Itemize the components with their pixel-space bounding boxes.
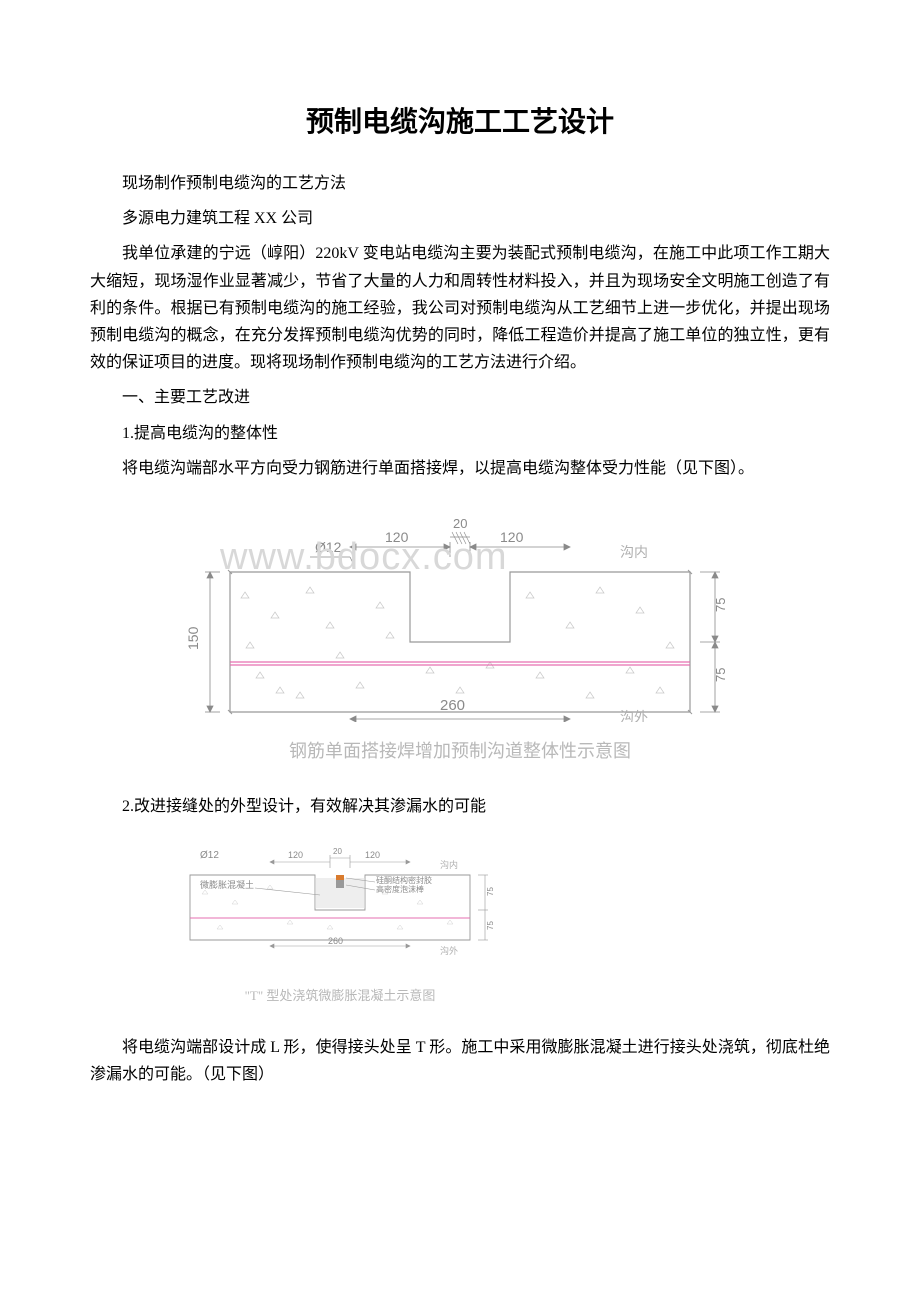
svg-text:120: 120 [288, 850, 303, 860]
svg-text:沟内: 沟内 [440, 859, 458, 870]
svg-text:沟内: 沟内 [620, 544, 648, 560]
diagram-2: Ø12 120 20 120 沟内 沟外 75 75 260 微膨胀混凝土 硅酮… [160, 840, 520, 965]
svg-text:高密度泡沫棒: 高密度泡沫棒 [376, 884, 424, 894]
svg-text:Ø12: Ø12 [200, 850, 219, 861]
svg-text:沟外: 沟外 [620, 709, 648, 722]
item-1-desc: 将电缆沟端部水平方向受力钢筋进行单面搭接焊，以提高电缆沟整体受力性能（见下图）。 [90, 455, 830, 482]
page-title: 预制电缆沟施工工艺设计 [90, 100, 830, 140]
svg-text:Ø12: Ø12 [315, 539, 342, 555]
item-2-heading: 2.改进接缝处的外型设计，有效解决其渗漏水的可能 [90, 793, 830, 820]
svg-text:120: 120 [500, 529, 524, 545]
svg-text:硅酮结构密封胶: 硅酮结构密封胶 [376, 875, 432, 885]
diagram-2-caption: "T" 型处浇筑微膨胀混凝土示意图 [160, 985, 520, 1004]
svg-text:75: 75 [713, 597, 728, 611]
svg-text:120: 120 [385, 529, 409, 545]
svg-text:150: 150 [185, 626, 201, 650]
svg-text:75: 75 [486, 921, 495, 930]
item-2-desc: 将电缆沟端部设计成 L 形，使得接头处呈 T 形。施工中采用微膨胀混凝土进行接头… [90, 1034, 830, 1088]
svg-text:沟外: 沟外 [440, 945, 458, 956]
svg-text:75: 75 [486, 887, 495, 896]
intro-paragraph: 我单位承建的宁远（崞阳）220kV 变电站电缆沟主要为装配式预制电缆沟，在施工中… [90, 240, 830, 376]
section-heading-1: 一、主要工艺改进 [90, 384, 830, 411]
subtitle-2: 多源电力建筑工程 XX 公司 [90, 205, 830, 232]
diagram-1-caption: 钢筋单面搭接焊增加预制沟道整体性示意图 [90, 737, 830, 763]
svg-text:微膨胀混凝土: 微膨胀混凝土 [200, 879, 254, 890]
svg-text:260: 260 [440, 697, 465, 714]
svg-text:20: 20 [453, 516, 467, 531]
svg-text:260: 260 [328, 936, 343, 946]
svg-text:120: 120 [365, 850, 380, 860]
svg-text:75: 75 [713, 667, 728, 681]
item-1-heading: 1.提高电缆沟的整体性 [90, 420, 830, 447]
svg-text:20: 20 [333, 847, 342, 856]
diagram-2-svg: Ø12 120 20 120 沟内 沟外 75 75 260 微膨胀混凝土 硅酮… [160, 840, 520, 960]
diagram-1: www.bdocx.com [180, 512, 740, 727]
subtitle-1: 现场制作预制电缆沟的工艺方法 [90, 170, 830, 197]
diagram-1-svg: Ø12 120 20 120 沟内 沟外 150 75 75 260 [180, 512, 740, 722]
